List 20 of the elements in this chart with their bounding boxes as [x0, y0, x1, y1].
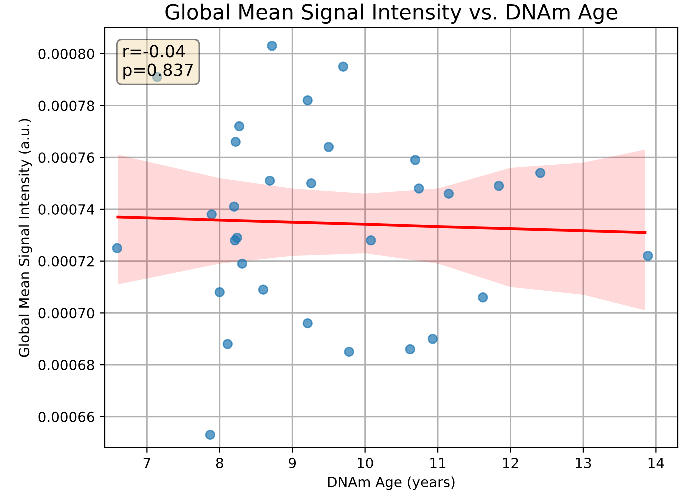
x-tick-label: 9	[289, 458, 296, 468]
x-tick-label: 8	[216, 458, 224, 468]
y-tick-label: 0.00066	[38, 412, 94, 422]
x-tick-label: 12	[503, 458, 518, 468]
y-axis-title: Global Mean Signal Intensity (a.u.)	[18, 119, 32, 358]
y-tick-label: 0.00080	[38, 48, 94, 60]
y-tick-label: 0.00070	[38, 308, 94, 319]
y-tick-label: 0.00074	[38, 204, 94, 215]
y-tick-label: 0.00078	[38, 100, 94, 112]
x-axis-title: DNAm Age (years)	[328, 476, 455, 490]
y-tick-label: 0.00076	[38, 152, 94, 164]
annotation: r=-0.04 p=0.837	[124, 45, 194, 80]
chart-title: Global Mean Signal Intensity vs. DNAm Age	[166, 4, 618, 24]
x-tick-label: 13	[576, 458, 592, 468]
x-tick-label: 10	[358, 458, 374, 468]
x-tick-label: 7	[144, 458, 150, 468]
y-tick-label: 0.00072	[38, 256, 94, 267]
x-tick-label: 14	[648, 458, 664, 468]
y-tick-label: 0.00068	[38, 360, 94, 371]
x-tick-label: 11	[430, 458, 446, 468]
